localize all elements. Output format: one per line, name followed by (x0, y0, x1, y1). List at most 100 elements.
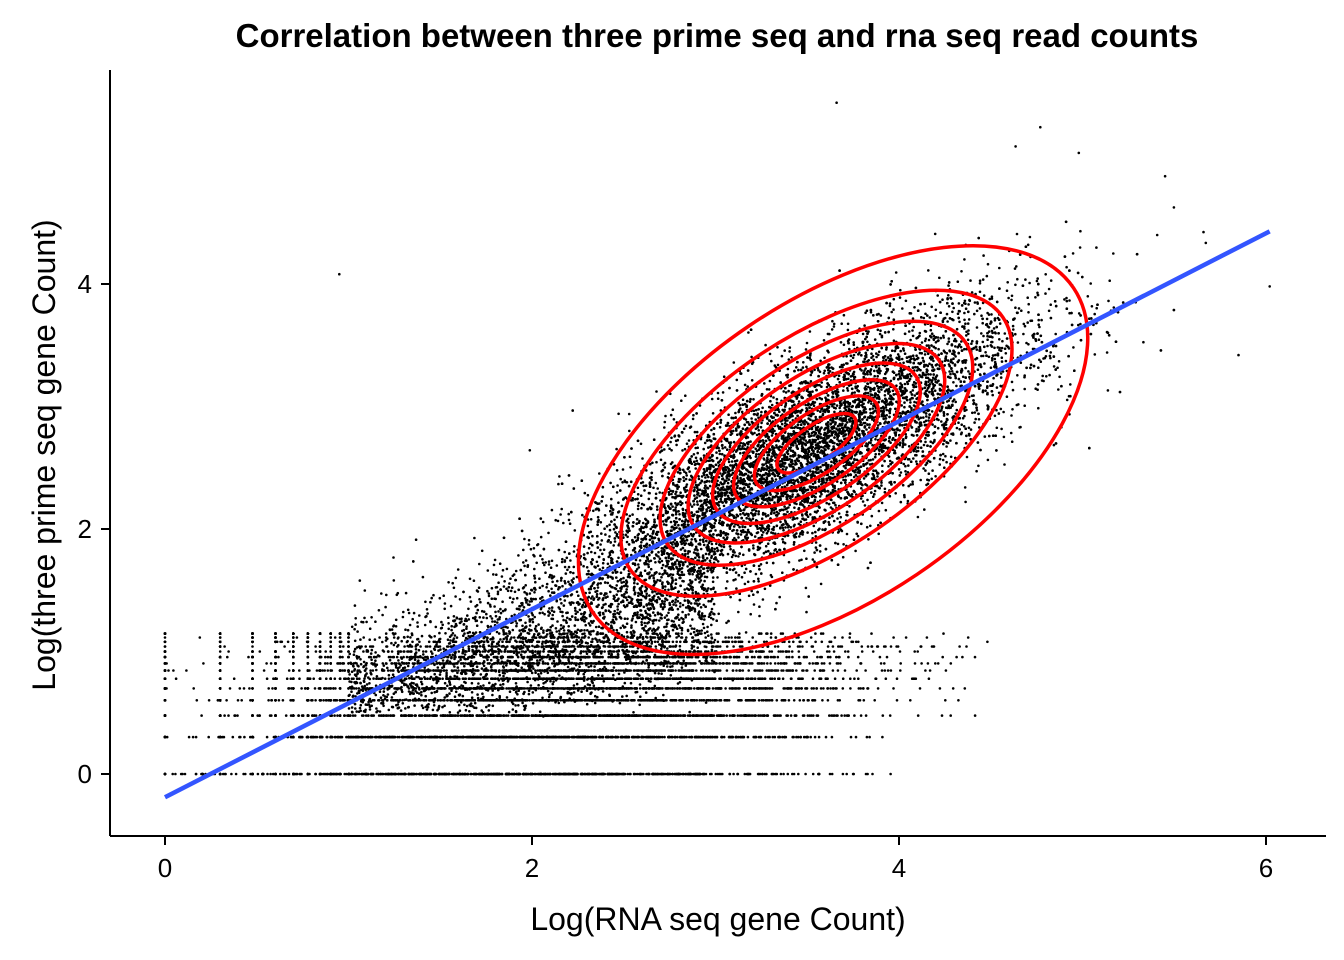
scatter-point (847, 405, 851, 408)
scatter-point (654, 481, 658, 485)
scatter-point (998, 338, 1001, 341)
scatter-point (987, 313, 991, 316)
scatter-point (685, 474, 688, 477)
scatter-point (592, 509, 595, 513)
scatter-point (964, 366, 967, 370)
scatter-point (903, 405, 906, 409)
scatter-point (770, 403, 774, 407)
scatter-point (829, 472, 833, 475)
scatter-point (927, 433, 930, 437)
scatter-point (819, 465, 822, 469)
scatter-point (670, 492, 673, 496)
scatter-point (916, 515, 920, 519)
scatter-point (693, 494, 696, 497)
scatter-point (588, 531, 591, 534)
scatter-point (999, 372, 1003, 375)
scatter-point (1026, 243, 1030, 247)
scatter-point (944, 420, 948, 424)
scatter-point (929, 328, 933, 332)
scatter-point (695, 430, 699, 434)
scatter-point (682, 427, 686, 431)
scatter-point (792, 478, 795, 482)
scatter-point (558, 674, 561, 677)
scatter-point (647, 565, 650, 569)
scatter-point (861, 500, 865, 503)
scatter-point (664, 414, 667, 418)
scatter-point (1041, 374, 1044, 378)
scatter-point (472, 579, 476, 582)
scatter-point (877, 509, 881, 513)
scatter-point (992, 376, 995, 380)
scatter-point (853, 435, 857, 439)
scatter-point (967, 303, 970, 306)
scatter-point (753, 535, 757, 538)
scatter-point (729, 595, 732, 599)
scatter-point (967, 332, 970, 336)
scatter-point (674, 601, 677, 604)
scatter-point (941, 298, 944, 302)
scatter-point (782, 528, 785, 532)
scatter-point (947, 337, 951, 340)
scatter-point (1112, 306, 1116, 309)
scatter-point (732, 453, 736, 457)
scatter-point (763, 382, 766, 385)
scatter-point (818, 495, 822, 498)
scatter-point (637, 501, 641, 505)
scatter-point (1054, 332, 1057, 336)
scatter-point (961, 375, 965, 379)
scatter-point (682, 479, 686, 483)
scatter-point (724, 587, 728, 590)
scatter-point (1027, 302, 1030, 306)
scatter-point (909, 390, 912, 394)
scatter-point (598, 472, 601, 475)
scatter-point (923, 508, 926, 511)
scatter-point (908, 458, 911, 461)
scatter-point (998, 266, 1001, 270)
scatter-point (658, 572, 661, 575)
scatter-point (853, 391, 856, 394)
scatter-point (971, 339, 974, 343)
scatter-point (1057, 388, 1060, 391)
scatter-point (702, 447, 705, 451)
scatter-point (623, 617, 627, 620)
scatter-point (641, 457, 644, 460)
scatter-point (922, 454, 925, 458)
scatter-point (894, 271, 898, 274)
scatter-point (660, 566, 664, 570)
scatter-point (833, 410, 836, 414)
scatter-point (752, 409, 756, 413)
scatter-point (947, 294, 950, 297)
scatter-point (757, 580, 760, 583)
scatter-point (785, 455, 789, 459)
scatter-point (725, 621, 728, 625)
scatter-point (694, 467, 697, 470)
scatter-point (1089, 282, 1092, 285)
scatter-point (655, 460, 658, 464)
scatter-point (655, 390, 658, 393)
scatter-point (1007, 296, 1010, 300)
scatter-point (811, 531, 814, 535)
scatter-point (904, 470, 907, 473)
scatter-point (812, 449, 815, 453)
scatter-point (595, 560, 599, 564)
scatter-point (1056, 366, 1059, 370)
scatter-point (954, 400, 957, 404)
scatter-point (1036, 291, 1039, 295)
scatter-point (944, 454, 947, 458)
scatter-point (676, 607, 680, 611)
scatter-point (765, 532, 769, 535)
scatter-point (966, 338, 970, 342)
scatter-point (603, 527, 606, 530)
scatter-point (1072, 346, 1075, 349)
scatter-point (628, 514, 632, 518)
scatter-point (596, 515, 600, 519)
scatter-point (784, 391, 788, 394)
scatter-point (538, 710, 542, 713)
scatter-point (862, 477, 866, 480)
scatter-point (1039, 360, 1043, 364)
scatter-point (919, 478, 922, 482)
scatter-point (855, 532, 858, 536)
scatter-point (538, 586, 542, 589)
scatter-point (772, 416, 775, 419)
scatter-point (760, 517, 764, 520)
